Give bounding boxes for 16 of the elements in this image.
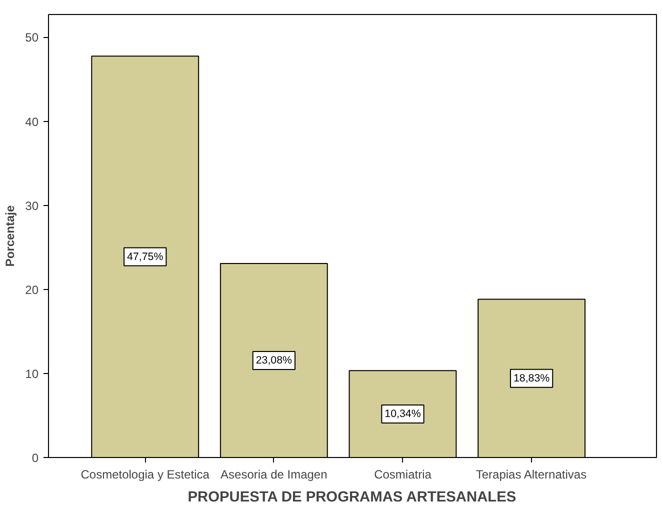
data-label: 18,83% xyxy=(513,372,550,384)
y-tick-label: 0 xyxy=(32,451,39,465)
data-label: 10,34% xyxy=(384,408,422,420)
data-label: 47,75% xyxy=(127,250,164,263)
y-tick-label: 20 xyxy=(25,282,39,297)
y-tick-label: 50 xyxy=(25,30,39,45)
x-axis-title: PROPUESTA DE PROGRAMAS ARTESANALES xyxy=(188,490,516,506)
data-label: 23,08% xyxy=(256,354,293,366)
x-tick-label: Cosmetologia y Estetica xyxy=(80,468,210,482)
y-axis-title: Porcentaje xyxy=(3,204,18,267)
y-tick-label: 40 xyxy=(25,114,39,129)
y-tick-label: 30 xyxy=(25,198,39,213)
x-tick-label: Terapias Alternativas xyxy=(476,468,587,482)
x-tick-label: Asesoria de Imagen xyxy=(220,468,328,482)
x-tick-label: Cosmiatria xyxy=(374,468,432,482)
y-tick-label: 10 xyxy=(25,366,39,381)
